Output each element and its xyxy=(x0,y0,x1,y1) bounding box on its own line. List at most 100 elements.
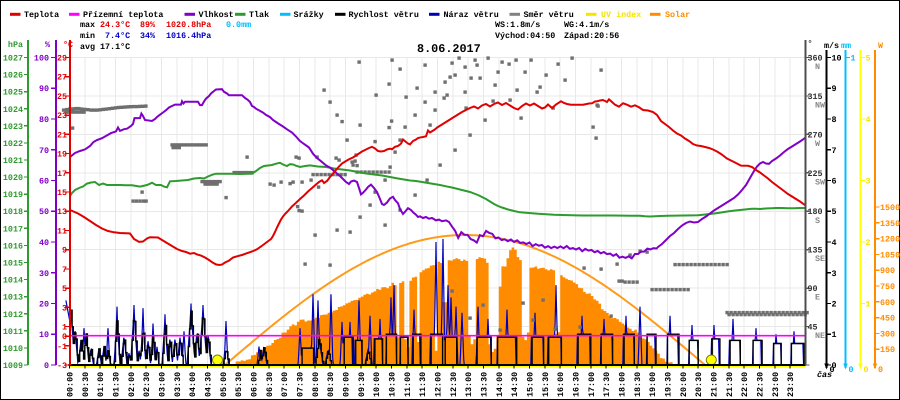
svg-text:29: 29 xyxy=(57,54,67,64)
svg-text:21:00: 21:00 xyxy=(710,372,720,397)
svg-text:23: 23 xyxy=(57,111,67,121)
svg-text:1025: 1025 xyxy=(3,88,23,98)
svg-text:50: 50 xyxy=(39,207,49,217)
svg-text:1020.8hPa: 1020.8hPa xyxy=(166,20,211,30)
svg-text:03:30: 03:30 xyxy=(173,372,183,397)
svg-text:15: 15 xyxy=(57,188,67,198)
svg-text:%: % xyxy=(45,40,51,50)
svg-text:135: 135 xyxy=(808,246,823,256)
svg-text:avg: avg xyxy=(80,42,95,52)
svg-text:24.3°C: 24.3°C xyxy=(100,20,130,30)
svg-text:1: 1 xyxy=(832,330,837,340)
svg-text:100: 100 xyxy=(34,54,49,64)
svg-text:21:30: 21:30 xyxy=(725,372,735,397)
svg-text:1: 1 xyxy=(851,54,856,64)
svg-text:1022: 1022 xyxy=(3,139,23,149)
svg-text:3: 3 xyxy=(832,269,837,279)
svg-text:06:00: 06:00 xyxy=(250,372,260,397)
svg-text:1200: 1200 xyxy=(880,235,900,245)
svg-text:4: 4 xyxy=(866,115,871,125)
svg-text:360: 360 xyxy=(808,54,823,64)
svg-text:180: 180 xyxy=(808,207,823,217)
svg-text:1027: 1027 xyxy=(3,54,23,64)
svg-text:23:30: 23:30 xyxy=(786,372,796,397)
svg-text:Rychlost větru: Rychlost větru xyxy=(349,10,419,20)
svg-text:Směr větru: Směr větru xyxy=(524,10,574,20)
svg-text:01:30: 01:30 xyxy=(112,372,122,397)
svg-text:2: 2 xyxy=(866,238,871,248)
svg-text:SW: SW xyxy=(815,177,826,187)
svg-text:17: 17 xyxy=(57,169,67,179)
svg-text:1019: 1019 xyxy=(3,190,23,200)
svg-text:6: 6 xyxy=(832,177,837,187)
svg-text:1017: 1017 xyxy=(3,224,23,234)
svg-text:0: 0 xyxy=(44,361,49,371)
svg-text:°C: °C xyxy=(63,40,73,50)
svg-text:1012: 1012 xyxy=(3,310,23,320)
svg-text:90: 90 xyxy=(808,284,818,294)
svg-text:60: 60 xyxy=(39,177,49,187)
svg-text:0: 0 xyxy=(62,332,67,342)
svg-text:-3: -3 xyxy=(57,361,67,371)
svg-text:W: W xyxy=(815,139,821,149)
svg-text:7: 7 xyxy=(62,265,67,275)
svg-text:21: 21 xyxy=(57,130,67,140)
svg-text:300: 300 xyxy=(880,329,895,339)
svg-text:1021: 1021 xyxy=(3,156,23,166)
svg-text:02:30: 02:30 xyxy=(142,372,152,397)
svg-text:20: 20 xyxy=(39,300,49,310)
svg-text:1050: 1050 xyxy=(880,250,900,260)
svg-text:1: 1 xyxy=(866,300,871,310)
svg-text:Teplota: Teplota xyxy=(24,10,59,20)
svg-text:225: 225 xyxy=(808,169,823,179)
svg-text:06:30: 06:30 xyxy=(265,372,275,397)
svg-text:1016.4hPa: 1016.4hPa xyxy=(166,31,211,41)
svg-text:3: 3 xyxy=(62,303,67,313)
svg-text:150: 150 xyxy=(880,345,895,355)
svg-text:NW: NW xyxy=(815,100,826,110)
svg-text:1024: 1024 xyxy=(3,105,23,115)
svg-text:750: 750 xyxy=(880,282,895,292)
svg-text:8.06.2017: 8.06.2017 xyxy=(417,42,481,56)
svg-text:1015: 1015 xyxy=(3,259,23,269)
svg-text:1010: 1010 xyxy=(3,344,23,354)
svg-text:12:30: 12:30 xyxy=(449,372,459,397)
svg-text:9: 9 xyxy=(62,246,67,256)
svg-text:0: 0 xyxy=(830,365,835,375)
svg-text:NE: NE xyxy=(815,331,825,341)
svg-text:11:30: 11:30 xyxy=(418,372,428,397)
svg-text:4: 4 xyxy=(832,238,837,248)
svg-text:07:30: 07:30 xyxy=(296,372,306,397)
svg-text:9: 9 xyxy=(832,84,837,94)
svg-text:17:30: 17:30 xyxy=(602,372,612,397)
svg-text:1016: 1016 xyxy=(3,241,23,251)
svg-text:09:00: 09:00 xyxy=(342,372,352,397)
svg-text:Východ:04:50: Východ:04:50 xyxy=(495,31,555,41)
svg-text:2: 2 xyxy=(832,300,837,310)
svg-text:°: ° xyxy=(808,39,813,49)
svg-text:5: 5 xyxy=(832,207,837,217)
svg-text:30: 30 xyxy=(39,269,49,279)
svg-text:Solar: Solar xyxy=(665,10,690,20)
svg-text:315: 315 xyxy=(808,92,823,102)
svg-text:45: 45 xyxy=(808,323,818,333)
svg-text:1009: 1009 xyxy=(3,361,23,371)
svg-text:0: 0 xyxy=(864,365,869,375)
svg-text:08:00: 08:00 xyxy=(311,372,321,397)
svg-text:Přízemní teplota: Přízemní teplota xyxy=(83,10,163,20)
svg-text:18:00: 18:00 xyxy=(618,372,628,397)
svg-text:20:00: 20:00 xyxy=(679,372,689,397)
svg-text:19: 19 xyxy=(57,150,67,160)
svg-text:34%: 34% xyxy=(140,31,156,41)
svg-text:0.0mm: 0.0mm xyxy=(226,20,251,30)
svg-text:17.1°C: 17.1°C xyxy=(100,42,130,52)
svg-text:Srážky: Srážky xyxy=(294,10,324,20)
svg-text:25: 25 xyxy=(57,92,67,102)
svg-text:0: 0 xyxy=(832,361,837,371)
svg-text:mm: mm xyxy=(841,41,851,51)
svg-text:WG:4.1m/s: WG:4.1m/s xyxy=(564,20,609,30)
svg-text:SE: SE xyxy=(815,254,825,264)
svg-text:min: min xyxy=(80,31,95,41)
svg-text:1011: 1011 xyxy=(3,327,23,337)
svg-text:14:00: 14:00 xyxy=(495,372,505,397)
